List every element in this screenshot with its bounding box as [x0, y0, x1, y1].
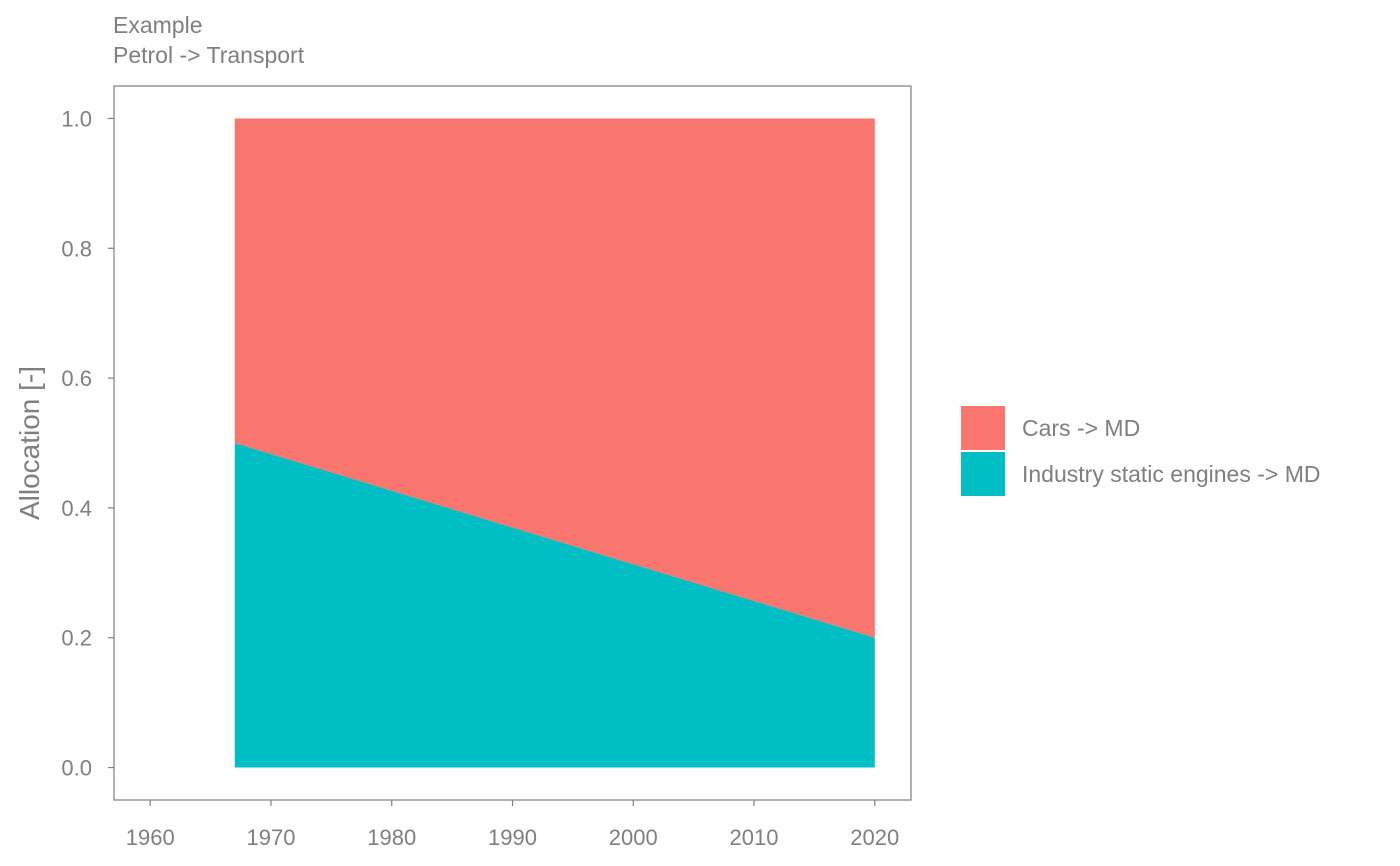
legend-key-0: [961, 406, 1005, 450]
y-axis: 0.0 0.2 0.4 0.6 0.8 1.0: [61, 106, 114, 781]
y-tick-label-1: 0.2: [61, 626, 92, 651]
legend-label-1: Industry static engines -> MD: [1022, 461, 1320, 487]
x-tick-label-1: 1970: [247, 825, 296, 850]
x-tick-label-3: 1990: [488, 825, 537, 850]
x-tick-label-6: 2020: [850, 825, 899, 850]
area-series-1: [234, 443, 875, 768]
x-axis: 1960 1970 1980 1990 2000 2010 2020: [126, 800, 899, 850]
y-axis-title: Allocation [-]: [14, 366, 45, 520]
y-tick-label-4: 0.8: [61, 236, 92, 261]
chart-titles: Example Petrol -> Transport: [113, 12, 305, 68]
y-tick-label-5: 1.0: [61, 106, 92, 131]
area-series-0: [234, 118, 875, 638]
y-tick-label-2: 0.4: [61, 496, 92, 521]
area-layer: [234, 118, 875, 768]
legend-key-1: [961, 452, 1005, 496]
y-tick-label-3: 0.6: [61, 366, 92, 391]
legend: Cars -> MD Industry static engines -> MD: [961, 406, 1320, 496]
legend-label-0: Cars -> MD: [1022, 415, 1140, 441]
y-tick-label-0: 0.0: [61, 756, 92, 781]
x-tick-label-4: 2000: [609, 825, 658, 850]
chart-title: Example: [113, 12, 202, 38]
x-tick-label-5: 2010: [730, 825, 779, 850]
x-tick-label-0: 1960: [126, 825, 175, 850]
x-tick-label-2: 1980: [367, 825, 416, 850]
chart-subtitle: Petrol -> Transport: [113, 42, 305, 68]
